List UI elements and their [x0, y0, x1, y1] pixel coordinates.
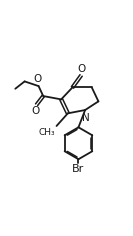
Text: O: O — [31, 106, 39, 116]
Text: CH₃: CH₃ — [39, 128, 55, 137]
Text: N: N — [82, 113, 90, 123]
Text: Br: Br — [72, 164, 85, 174]
Text: O: O — [34, 75, 42, 84]
Text: O: O — [78, 64, 86, 74]
